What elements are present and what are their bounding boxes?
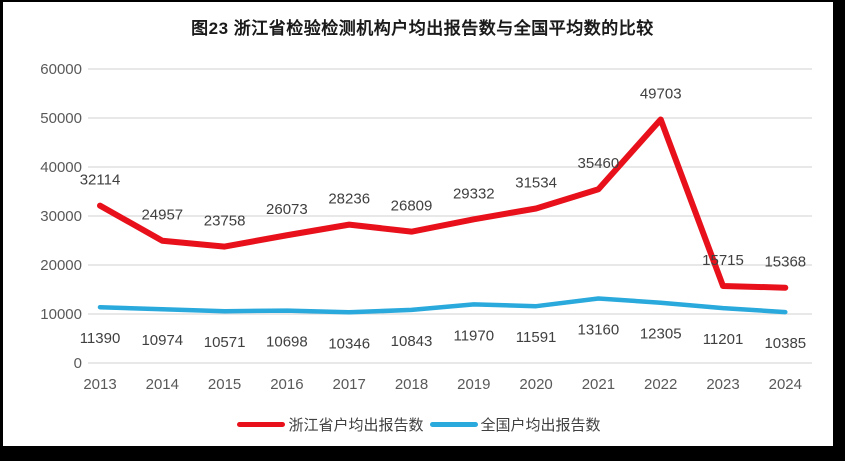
data-label: 49703 — [640, 85, 682, 102]
y-axis-tick-label: 30000 — [40, 208, 82, 225]
legend-item-national: 全国户均出报告数 — [429, 414, 601, 435]
x-axis-tick-label: 2022 — [644, 376, 677, 393]
x-axis-tick-label: 2017 — [333, 376, 366, 393]
chart-title: 图23 浙江省检验检测机构户均出报告数与全国平均数的比较 — [191, 19, 654, 38]
y-axis-tick-label: 20000 — [40, 257, 82, 274]
data-label: 28236 — [328, 191, 370, 208]
data-label: 15715 — [702, 252, 744, 269]
x-axis-tick-label: 2016 — [270, 376, 303, 393]
x-axis-tick-label: 2015 — [208, 376, 241, 393]
series-line-0 — [97, 116, 789, 291]
data-label: 10346 — [328, 335, 370, 352]
data-label: 10698 — [266, 334, 308, 351]
x-axis-tick-label: 2018 — [395, 376, 428, 393]
data-label: 11591 — [516, 329, 557, 346]
data-label: 12305 — [640, 326, 682, 343]
data-label: 15368 — [764, 254, 806, 271]
x-axis-tick-label: 2019 — [457, 376, 490, 393]
data-label: 10974 — [141, 332, 183, 349]
data-label: 10385 — [764, 335, 806, 352]
x-axis-tick-label: 2024 — [769, 376, 802, 393]
data-label: 26809 — [391, 198, 433, 215]
x-axis-tick-label: 2020 — [519, 376, 552, 393]
legend-label-national: 全国户均出报告数 — [480, 417, 601, 434]
data-label: 31534 — [515, 174, 557, 191]
data-label: 35460 — [578, 155, 620, 172]
y-axis-tick-label: 10000 — [40, 306, 82, 323]
data-label: 10571 — [204, 334, 246, 351]
x-axis-tick-label: 2014 — [146, 376, 179, 393]
data-label: 29332 — [453, 185, 495, 202]
series-line-1 — [97, 296, 788, 315]
y-axis-tick-label: 40000 — [40, 159, 82, 176]
data-label: 10843 — [391, 333, 433, 350]
legend-item-zhejiang: 浙江省户均出报告数 — [237, 414, 424, 435]
x-axis-tick-label: 2023 — [706, 376, 739, 393]
data-label: 13160 — [578, 322, 620, 339]
data-label: 11201 — [703, 331, 744, 348]
national-line-swatch-icon — [429, 422, 478, 427]
y-axis-tick-label: 0 — [74, 355, 82, 372]
legend-label-zhejiang: 浙江省户均出报告数 — [288, 417, 424, 434]
data-label: 11970 — [453, 327, 494, 344]
x-axis-tick-label: 2013 — [83, 376, 116, 393]
y-axis-tick-label: 60000 — [40, 61, 82, 78]
zhejiang-line-swatch-icon — [237, 422, 286, 427]
data-label: 24957 — [141, 207, 183, 224]
x-axis-tick-label: 2021 — [582, 376, 615, 393]
data-label: 26073 — [266, 201, 308, 218]
data-label: 23758 — [204, 213, 246, 230]
chart-canvas — [3, 2, 833, 446]
y-axis-tick-label: 50000 — [40, 110, 82, 127]
legend: 浙江省户均出报告数 全国户均出报告数 — [0, 414, 838, 435]
data-label: 11390 — [80, 330, 121, 347]
data-label: 32114 — [80, 172, 121, 189]
